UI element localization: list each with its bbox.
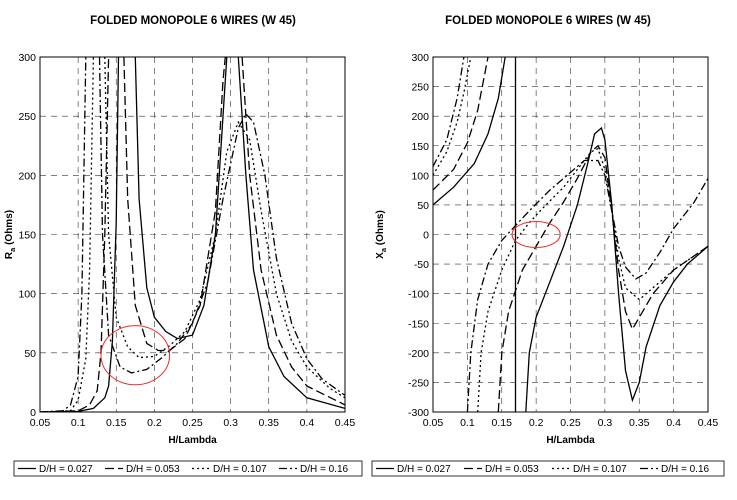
legend: D/H = 0.027 D/H = 0.053 D/H = 0.107 D/H = 0… xyxy=(13,460,363,477)
y-tick-label: -150 xyxy=(408,318,429,330)
y-tick-label: 300 xyxy=(411,52,429,64)
x-tick-label: 0.45 xyxy=(698,417,719,429)
chart-right: FOLDED MONOPOLE 6 WIRES (W 45) 0.05 0.1 0.1… xyxy=(371,15,725,477)
series-line-2 xyxy=(433,57,708,412)
y-axis-label: Xa (Ohms) xyxy=(375,210,388,259)
y-tick-label: -50 xyxy=(414,259,429,271)
x-tick-label: 0.25 xyxy=(182,417,203,429)
y-tick-label: 50 xyxy=(417,200,429,212)
y-tick-label: -250 xyxy=(408,377,429,389)
chart-title: FOLDED MONOPOLE 6 WIRES (W 45) xyxy=(445,15,651,27)
series-line-3 xyxy=(40,57,345,412)
series-line-4 xyxy=(433,57,708,412)
x-tick-label: 0.35 xyxy=(259,417,280,429)
legend-entry: D/H = 0.107 xyxy=(213,464,267,475)
x-tick-label: 0.1 xyxy=(460,417,475,429)
y-tick-label: 0 xyxy=(423,230,429,242)
chart-title: FOLDED MONOPOLE 6 WIRES (W 45) xyxy=(90,15,296,27)
x-tick-label: 0.2 xyxy=(147,417,162,429)
legend-entry: D/H = 0.027 xyxy=(39,464,93,475)
y-tick-label: 150 xyxy=(411,141,429,153)
x-tick-label: 0.45 xyxy=(335,417,356,429)
x-tick-label: 0.15 xyxy=(106,417,127,429)
legend-entry: D/H = 0.107 xyxy=(573,464,627,475)
x-tick-label: 0.25 xyxy=(560,417,581,429)
x-axis-label: H/Lambda xyxy=(168,435,217,446)
x-tick-label: 0.2 xyxy=(529,417,544,429)
y-tick-label: 300 xyxy=(18,52,36,64)
y-tick-label: 0 xyxy=(30,407,36,419)
x-tick-label: 0.3 xyxy=(598,417,613,429)
plot-frame xyxy=(432,56,709,413)
annotation-ellipse xyxy=(511,220,561,249)
y-tick-label: -300 xyxy=(408,407,429,419)
x-tick-label: 0.15 xyxy=(492,417,513,429)
x-tick-label: 0.3 xyxy=(223,417,238,429)
y-axis-label: Ra (Ohms) xyxy=(4,210,17,259)
legend-entry: D/H = 0.16 xyxy=(300,464,349,475)
chart-left: FOLDED MONOPOLE 6 WIRES (W 45) 0.05 0.1 0.1… xyxy=(4,15,363,477)
series-line-4 xyxy=(40,57,345,412)
y-tick-label: 50 xyxy=(24,348,36,360)
series-line-3 xyxy=(433,57,708,412)
x-tick-label: 0.4 xyxy=(300,417,315,429)
x-tick-label: 0.05 xyxy=(30,417,51,429)
x-tick-label: 0.1 xyxy=(71,417,86,429)
legend-box xyxy=(13,460,363,477)
plot-frame xyxy=(39,56,346,413)
legend-entry: D/H = 0.16 xyxy=(661,464,710,475)
legend-entry: D/H = 0.053 xyxy=(126,464,180,475)
legend-box xyxy=(371,460,725,477)
x-tick-label: 0.05 xyxy=(423,417,444,429)
series-line-1 xyxy=(40,57,345,412)
y-tick-label: 200 xyxy=(18,170,36,182)
x-axis-label: H/Lambda xyxy=(546,435,595,446)
y-tick-label: 250 xyxy=(18,111,36,123)
y-tick-label: 150 xyxy=(18,230,36,242)
legend-entry: D/H = 0.027 xyxy=(397,464,451,475)
y-tick-label: 100 xyxy=(18,289,36,301)
x-tick-label: 0.4 xyxy=(666,417,681,429)
y-tick-label: -100 xyxy=(408,289,429,301)
y-tick-label: 100 xyxy=(411,170,429,182)
y-tick-label: 200 xyxy=(411,111,429,123)
legend: D/H = 0.027 D/H = 0.053 D/H = 0.107 D/H = 0… xyxy=(371,460,725,477)
x-tick-label: 0.35 xyxy=(629,417,650,429)
y-tick-label: -200 xyxy=(408,348,429,360)
annotation-ellipse xyxy=(100,325,171,386)
series-line-1 xyxy=(433,57,708,412)
y-tick-label: 250 xyxy=(411,82,429,94)
legend-entry: D/H = 0.053 xyxy=(485,464,539,475)
